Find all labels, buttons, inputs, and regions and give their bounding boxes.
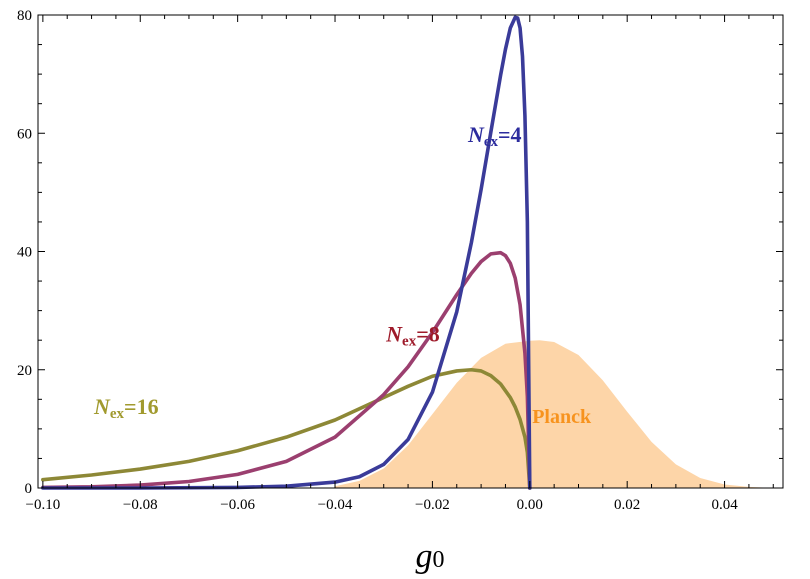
planck-band bbox=[335, 340, 774, 488]
series-label-subscript: ex bbox=[110, 406, 125, 422]
x-axis-label-subscript: 0 bbox=[433, 547, 445, 573]
y-tick-label: 80 bbox=[17, 8, 32, 24]
series-label-base: N bbox=[93, 394, 111, 419]
y-tick-label: 20 bbox=[17, 363, 32, 379]
x-tick-label: −0.08 bbox=[123, 497, 158, 513]
x-tick-label: 0.00 bbox=[517, 497, 543, 513]
series-label-1: Nex=16 bbox=[93, 394, 159, 422]
x-axis-label-base: g bbox=[416, 538, 433, 575]
series-label-suffix: =16 bbox=[124, 394, 159, 419]
series-label-2: Nex=8 bbox=[385, 321, 440, 349]
planck-label: Planck bbox=[532, 406, 592, 428]
series-label-base: N bbox=[467, 122, 485, 147]
series-label-subscript: ex bbox=[484, 134, 499, 150]
series-label-3: Nex=4 bbox=[467, 122, 522, 150]
x-tick-label: −0.06 bbox=[220, 497, 255, 513]
x-tick-label: −0.04 bbox=[318, 497, 353, 513]
y-tick-label: 0 bbox=[25, 481, 33, 497]
x-axis-label: g0 bbox=[416, 538, 445, 575]
series-label-suffix: =8 bbox=[416, 321, 440, 346]
y-tick-label: 60 bbox=[17, 126, 32, 142]
series-line-3 bbox=[41, 15, 532, 490]
series-line-1 bbox=[41, 367, 532, 490]
ticks: −0.10 −0.08 −0.06 −0.04 −0.02 0.00 0.02 0.04 0 20… bbox=[17, 8, 783, 513]
x-tick-label: −0.02 bbox=[415, 497, 450, 513]
x-tick-label: 0.04 bbox=[711, 497, 738, 513]
series-label-base: N bbox=[385, 321, 403, 346]
series-label-suffix: =4 bbox=[498, 122, 522, 147]
x-tick-label: −0.10 bbox=[26, 497, 61, 513]
series-label-subscript: ex bbox=[402, 333, 417, 349]
y-tick-label: 40 bbox=[17, 245, 32, 261]
plot-area bbox=[41, 15, 774, 490]
x-tick-label: 0.02 bbox=[614, 497, 640, 513]
